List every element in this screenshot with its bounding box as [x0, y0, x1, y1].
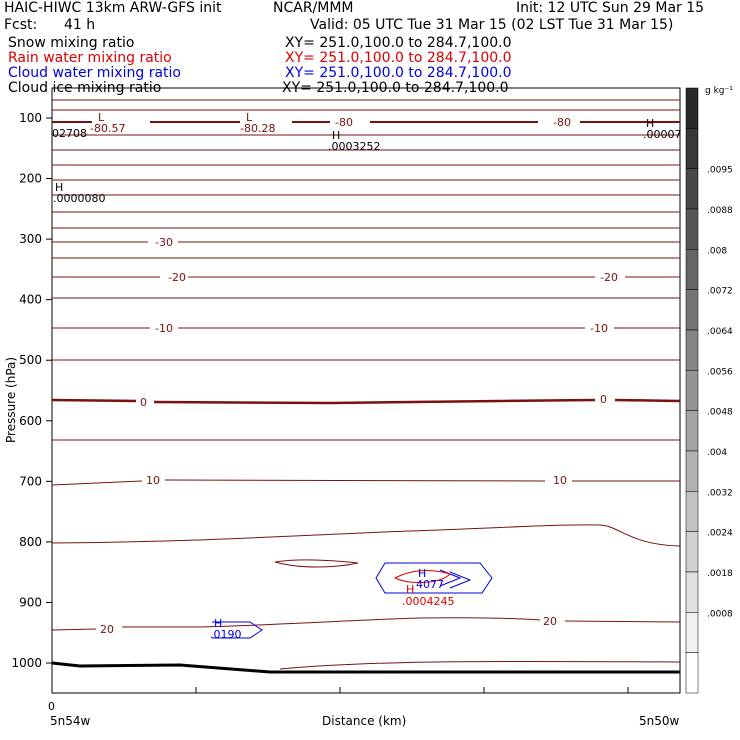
colorbar-label: .0032	[707, 488, 733, 498]
colorbar-label: .0048	[707, 408, 733, 418]
high-value-7: 4077	[416, 578, 444, 591]
low-marker-2: L	[246, 111, 253, 124]
high-value-6: .0004245	[402, 595, 455, 608]
label-minus30: -30	[155, 236, 173, 249]
high-marker-7: H	[418, 567, 426, 580]
plot-frame	[51, 87, 681, 694]
high-marker-1: H	[332, 129, 340, 142]
colorbar-unit: g kg⁻¹	[705, 86, 733, 96]
x-end-label: 5n50w	[639, 714, 680, 728]
low-value-2: -80.28	[240, 122, 275, 135]
colorbar-label: .004	[707, 448, 727, 458]
org-label: NCAR/MMM	[273, 0, 354, 16]
label-minus20-a: -20	[168, 271, 186, 284]
x-axis-title: Distance (km)	[322, 714, 406, 728]
low-marker-1: L	[98, 111, 105, 124]
fcst-label: Fcst:	[4, 17, 38, 33]
field-xy-snow: XY= 251.0,100.0 to 284.7,100.0	[285, 35, 512, 51]
colorbar-swatch	[685, 491, 699, 532]
field-xy-rain: XY= 251.0,100.0 to 284.7,100.0	[285, 50, 512, 66]
colorbar-label: .0072	[707, 287, 733, 297]
field-name-snow: Snow mixing ratio	[8, 35, 135, 51]
colorbar-swatch	[685, 652, 699, 694]
label-0-a: 0	[140, 396, 147, 409]
label-minus10-a: -10	[155, 322, 173, 335]
rain-water-contours	[393, 570, 451, 583]
colorbar: .0095 .0088 .008 .0072 .0064 .0056 .0048 .004 .0…	[685, 87, 733, 694]
colorbar-swatch	[685, 289, 699, 331]
valid-time: Valid: 05 UTC Tue 31 Mar 15 (02 LST Tue …	[310, 17, 674, 33]
high-value-2: .00007	[643, 128, 682, 141]
colorbar-label: .0088	[707, 206, 733, 216]
colorbar-swatch	[685, 531, 699, 573]
high-value-4: 02708	[52, 127, 87, 140]
colorbar-swatch	[685, 370, 699, 411]
colorbar-swatch	[685, 208, 699, 250]
colorbar-swatch	[685, 87, 699, 129]
y-axis: 100 200 300 400 500 600 700 800 900 1000	[11, 111, 52, 670]
high-value-3: .0000080	[53, 192, 106, 205]
y-tick-label: 1000	[11, 656, 42, 670]
field-name-rain: Rain water mixing ratio	[8, 50, 172, 66]
label-10-b: 10	[553, 474, 567, 487]
label-minus80-a: -80	[335, 116, 353, 129]
colorbar-swatch	[685, 450, 699, 492]
high-marker-3: H	[55, 181, 63, 194]
y-tick-label: 700	[19, 474, 42, 488]
init-time: Init: 12 UTC Sun 29 Mar 15	[516, 0, 705, 16]
high-value-1: .0003252	[328, 140, 381, 153]
high-marker-2: H	[646, 117, 654, 130]
y-tick-label: 800	[19, 535, 42, 549]
x-origin-label: 0	[48, 700, 55, 713]
high-value-5: .0190	[210, 628, 242, 641]
y-tick-label: 600	[19, 414, 42, 428]
label-minus10-b: -10	[590, 322, 608, 335]
label-10-a: 10	[146, 474, 160, 487]
y-tick-label: 200	[19, 172, 42, 186]
high-marker-5: H	[214, 617, 222, 630]
field-xy-cloud-water: XY= 251.0,100.0 to 284.7,100.0	[285, 65, 512, 81]
temperature-labels: -80 -80 -30 -20 -20 -10 -10 0 0 10 10 20…	[100, 116, 618, 636]
y-tick-label: 300	[19, 232, 42, 246]
label-minus20-b: -20	[600, 271, 618, 284]
y-tick-label: 400	[19, 293, 42, 307]
colorbar-label: .0095	[707, 166, 733, 176]
colorbar-label: .0064	[707, 327, 733, 337]
label-minus80-b: -80	[553, 116, 571, 129]
colorbar-label: .0024	[707, 529, 733, 539]
colorbar-swatch	[685, 249, 699, 290]
terrain-line	[51, 661, 680, 674]
field-name-cloud-water: Cloud water mixing ratio	[8, 65, 181, 81]
isotherm-lines	[51, 99, 681, 670]
label-0-b: 0	[600, 393, 607, 406]
low-value-1: -80.57	[90, 122, 125, 135]
y-tick-label: 900	[19, 595, 42, 609]
model-title: HAIC-HIWC 13km ARW-GFS init	[4, 0, 222, 16]
y-axis-title: Pressure (hPa)	[4, 357, 18, 443]
high-marker-6: H	[406, 583, 414, 596]
x-axis	[195, 687, 629, 693]
colorbar-swatch	[685, 128, 699, 169]
colorbar-label: .0018	[707, 569, 733, 579]
label-20-b: 20	[543, 615, 557, 628]
colorbar-swatch	[685, 168, 699, 210]
y-tick-label: 500	[19, 353, 42, 367]
colorbar-label: .0008	[707, 609, 733, 619]
y-tick-label: 100	[19, 111, 42, 125]
x-start-label: 5n54w	[50, 714, 91, 728]
label-20-a: 20	[100, 623, 114, 636]
colorbar-swatch	[685, 410, 699, 452]
colorbar-swatch	[685, 612, 699, 653]
extrema-annotations: L -80.57 L -80.28 H .0003252 H .00007 H …	[52, 111, 682, 641]
colorbar-label: .0056	[707, 367, 733, 377]
colorbar-label: .008	[707, 246, 727, 256]
colorbar-swatch	[685, 571, 699, 613]
fcst-value: 41 h	[64, 17, 96, 33]
colorbar-swatch	[685, 329, 699, 371]
